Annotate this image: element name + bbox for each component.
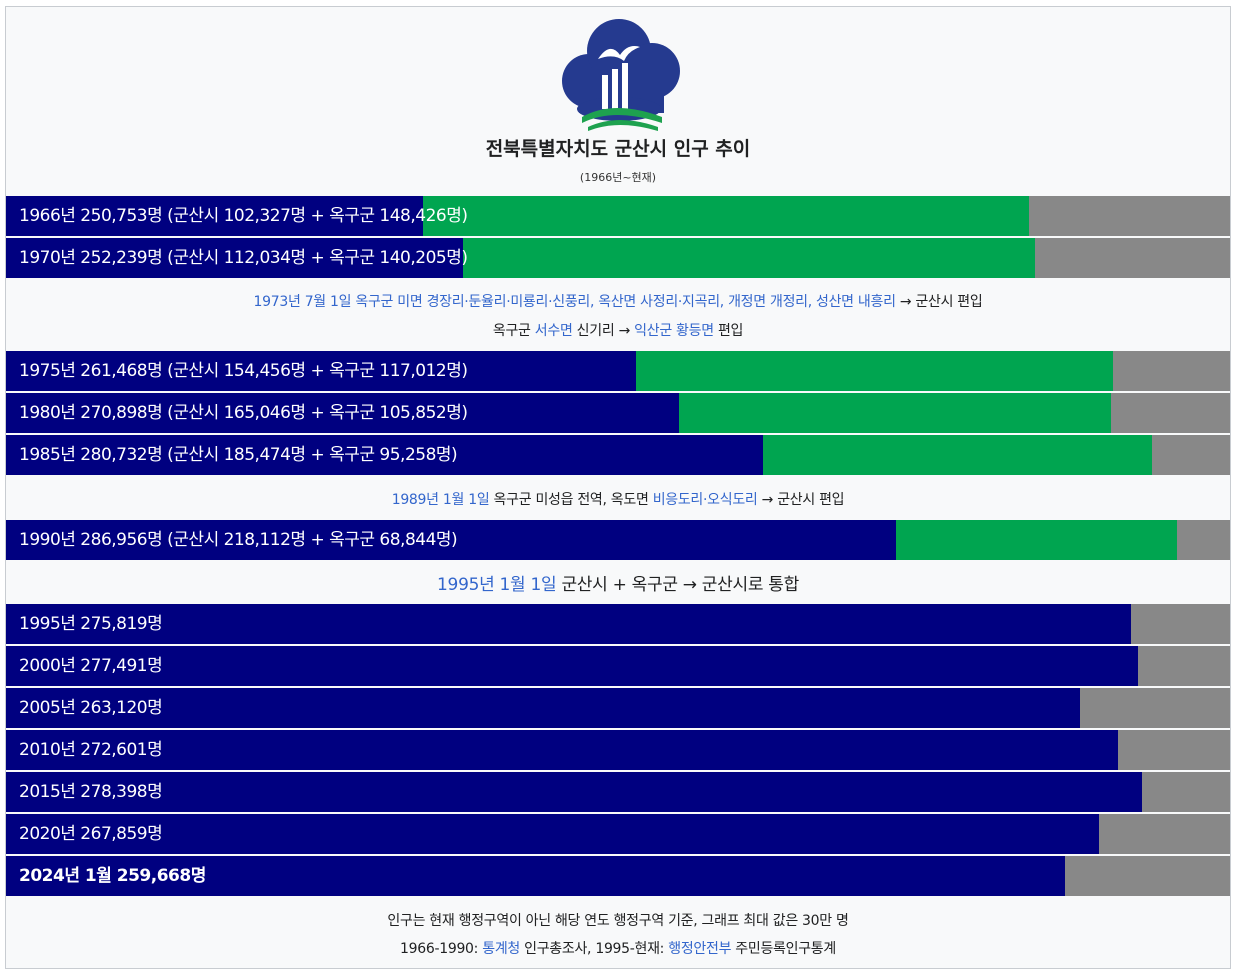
- bar-gunsan: [6, 520, 896, 560]
- bar-label: 1990년 286,956명 (군산시 218,112명 + 옥구군 68,84…: [19, 530, 458, 550]
- bar-row: 2000년 277,491명: [6, 646, 1230, 686]
- note-1989-link[interactable]: 1989년 1월 1일: [391, 492, 490, 508]
- note-1995-text: 군산시 + 옥구군 → 군산시로 통합: [556, 575, 799, 595]
- note-1973-text: → 군산시 편입: [895, 294, 983, 310]
- note-1995: 1995년 1월 1일 군산시 + 옥구군 → 군산시로 통합: [6, 570, 1230, 595]
- emblem-wave-2: [588, 120, 658, 131]
- footer-source-line: 1966-1990: 통계청 인구총조사, 1995-현재: 행정안전부 주민등…: [6, 938, 1230, 958]
- emblem-pillar-2: [612, 69, 618, 109]
- bar-label: 2015년 278,398명: [19, 782, 163, 802]
- bar-okgu: [636, 351, 1113, 391]
- bar-row: 2005년 263,120명: [6, 688, 1230, 728]
- bar-okgu: [896, 520, 1177, 560]
- bar-okgu: [463, 238, 1035, 278]
- gunsan-emblem-logo: [562, 19, 680, 131]
- footer-text-c: 주민등록인구통계: [731, 941, 836, 957]
- bar-gunsan: [6, 604, 1131, 644]
- note-1973-link[interactable]: 1973년 7월 1일 옥구군 미면 경장리·둔율리·미룡리·신풍리, 옥산면 …: [253, 294, 896, 310]
- note-1973-text-b: 신기리 →: [572, 323, 635, 339]
- bar-okgu: [763, 435, 1152, 475]
- emblem-pillar-3: [622, 63, 628, 109]
- bar-row: 2010년 272,601명: [6, 730, 1230, 770]
- bar-gunsan: [6, 435, 763, 475]
- bar-row: 1995년 275,819명: [6, 604, 1230, 644]
- emblem-wave-1: [582, 108, 662, 123]
- bar-label: 2000년 277,491명: [19, 656, 163, 676]
- footer-text-b: 인구총조사, 1995-현재:: [519, 941, 669, 957]
- bar-gunsan: [6, 646, 1138, 686]
- emblem-seagull: [598, 46, 640, 61]
- bar-label: 1975년 261,468명 (군산시 154,456명 + 옥구군 117,0…: [19, 361, 468, 381]
- emblem-cloud: [562, 19, 680, 121]
- note-1973-line1: 1973년 7월 1일 옥구군 미면 경장리·둔율리·미룡리·신풍리, 옥산면 …: [6, 291, 1230, 311]
- bar-gunsan: [6, 814, 1099, 854]
- bar-row: 2020년 267,859명: [6, 814, 1230, 854]
- note-1989-text-b: → 군산시 편입: [757, 492, 845, 508]
- link-bieungdo-osikdo[interactable]: 비응도리·오식도리: [652, 492, 758, 508]
- bar-row: 1966년 250,753명 (군산시 102,327명 + 옥구군 148,4…: [6, 196, 1230, 236]
- bar-label: 2024년 1월 259,668명: [19, 866, 206, 886]
- bar-gunsan: [6, 238, 463, 278]
- bar-label: 1966년 250,753명 (군산시 102,327명 + 옥구군 148,4…: [19, 206, 468, 226]
- bar-label: 1995년 275,819명: [19, 614, 163, 634]
- bar-gunsan: [6, 393, 679, 433]
- bar-label: 2010년 272,601명: [19, 740, 163, 760]
- bar-okgu: [679, 393, 1111, 433]
- chart-title: 전북특별자치도 군산시 인구 추이: [485, 138, 751, 160]
- link-statistics-korea[interactable]: 통계청: [482, 941, 520, 957]
- note-1973-text-a: 옥구군: [492, 323, 535, 339]
- bar-row: 2024년 1월 259,668명: [6, 856, 1230, 896]
- bar-gunsan: [6, 856, 1065, 896]
- bar-gunsan: [6, 688, 1080, 728]
- bar-gunsan: [6, 730, 1118, 770]
- bar-row: 2015년 278,398명: [6, 772, 1230, 812]
- note-1989: 1989년 1월 1일 옥구군 미성읍 전역, 옥도면 비응도리·오식도리 → …: [6, 489, 1230, 509]
- bar-okgu: [423, 196, 1029, 236]
- bar-gunsan: [6, 196, 423, 236]
- bar-gunsan: [6, 351, 636, 391]
- bar-label: 1980년 270,898명 (군산시 165,046명 + 옥구군 105,8…: [19, 403, 468, 423]
- chart-subtitle: (1966년~현재): [579, 171, 657, 184]
- bar-label: 2005년 263,120명: [19, 698, 163, 718]
- link-ministry-interior[interactable]: 행정안전부: [668, 941, 732, 957]
- bar-row: 1990년 286,956명 (군산시 218,112명 + 옥구군 68,84…: [6, 520, 1230, 560]
- bar-row: 1975년 261,468명 (군산시 154,456명 + 옥구군 117,0…: [6, 351, 1230, 391]
- bar-label: 1985년 280,732명 (군산시 185,474명 + 옥구군 95,25…: [19, 445, 458, 465]
- bar-gunsan: [6, 772, 1142, 812]
- bar-label: 1970년 252,239명 (군산시 112,034명 + 옥구군 140,2…: [19, 248, 468, 268]
- footer-note-line1: 인구는 현재 행정구역이 아닌 해당 연도 행정구역 기준, 그래프 최대 값은…: [387, 913, 849, 929]
- note-1989-text-a: 옥구군 미성읍 전역, 옥도면: [489, 492, 653, 508]
- bar-row: 1970년 252,239명 (군산시 112,034명 + 옥구군 140,2…: [6, 238, 1230, 278]
- note-1995-link[interactable]: 1995년 1월 1일: [437, 575, 557, 595]
- population-chart-panel: 전북특별자치도 군산시 인구 추이 (1966년~현재) 1966년 250,7…: [5, 6, 1231, 969]
- bar-row: 1980년 270,898명 (군산시 165,046명 + 옥구군 105,8…: [6, 393, 1230, 433]
- link-iksan-hwangdeung[interactable]: 익산군 황등면: [634, 323, 714, 339]
- emblem-pillar-1: [602, 75, 608, 109]
- link-seosu-myeon[interactable]: 서수면: [534, 323, 573, 339]
- footer-text-a: 1966-1990:: [400, 941, 483, 957]
- note-1973-line2: 옥구군 서수면 신기리 → 익산군 황등면 편입: [6, 320, 1230, 340]
- note-1973-text-c: 편입: [713, 323, 744, 339]
- bar-row: 1985년 280,732명 (군산시 185,474명 + 옥구군 95,25…: [6, 435, 1230, 475]
- bar-label: 2020년 267,859명: [19, 824, 163, 844]
- chart-header: 전북특별자치도 군산시 인구 추이 (1966년~현재): [6, 7, 1230, 195]
